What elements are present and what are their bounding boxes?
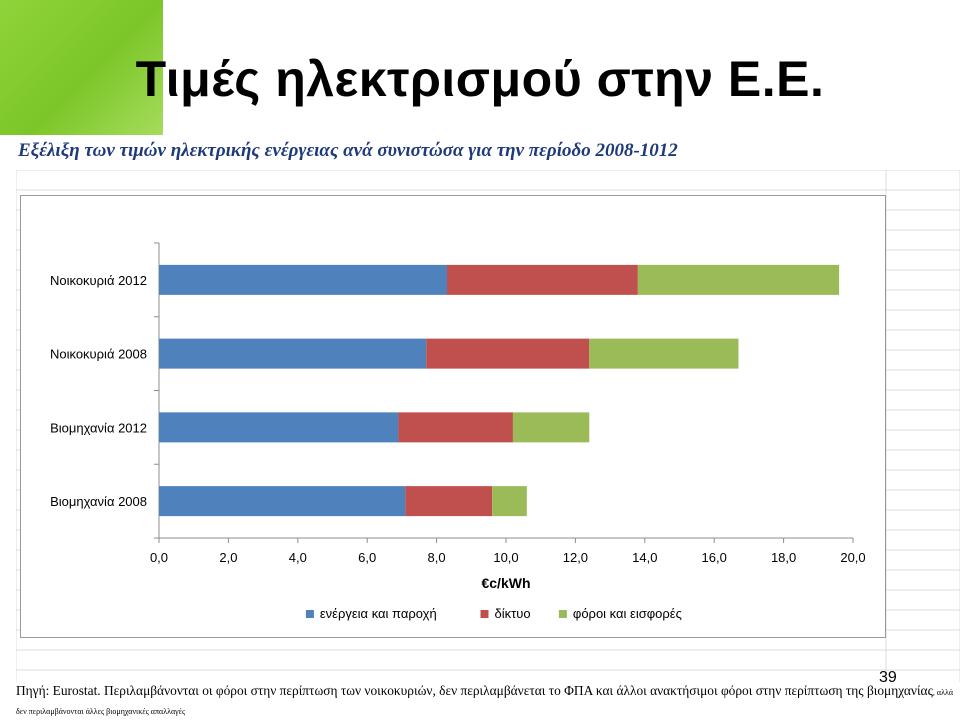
bar-segment bbox=[492, 486, 527, 517]
x-tick-label: 16,0 bbox=[702, 550, 727, 565]
category-label: Βιομηχανία 2008 bbox=[50, 494, 147, 509]
bar-segment bbox=[405, 486, 493, 517]
legend-swatch bbox=[480, 610, 489, 618]
legend-swatch bbox=[558, 610, 567, 618]
bar-segment bbox=[589, 338, 739, 369]
green-accent-block bbox=[0, 0, 163, 135]
x-tick-label: 10,0 bbox=[493, 550, 518, 565]
x-tick-label: 14,0 bbox=[632, 550, 657, 565]
bar-segment bbox=[159, 412, 399, 443]
legend-label: ενέργεια και παροχή bbox=[320, 606, 437, 621]
slide-title: Τιμές ηλεκτρισμού στην Ε.Ε. bbox=[135, 51, 825, 107]
x-tick-label: 18,0 bbox=[771, 550, 796, 565]
x-tick-label: 2,0 bbox=[219, 550, 237, 565]
category-label: Βιομηχανία 2012 bbox=[50, 420, 147, 435]
stacked-bar-chart: 0,0 2,0 4,0 6,0 8,0 10,0 12,0 14,0 16,0 18,0 20,0 €… bbox=[50, 242, 866, 621]
page-number: 39 bbox=[879, 669, 897, 686]
x-tick-label: 0,0 bbox=[150, 550, 168, 565]
source-note: Πηγή: Eurostat. Περιλαμβάνονται οι φόροι… bbox=[16, 682, 956, 720]
x-tick-label: 20,0 bbox=[840, 550, 865, 565]
legend-swatch bbox=[305, 610, 314, 618]
bar-segment bbox=[447, 264, 638, 295]
legend-label: δίκτυο bbox=[495, 606, 531, 621]
bar-segment bbox=[159, 486, 406, 517]
x-tick-label: 6,0 bbox=[358, 550, 376, 565]
source-note-main: Πηγή: Eurostat. Περιλαμβάνονται οι φόροι… bbox=[16, 683, 933, 698]
chart-title: Εξέλιξη των τιμών ηλεκτρικής ενέργειας α… bbox=[18, 140, 678, 161]
x-tick-label: 12,0 bbox=[563, 550, 588, 565]
bar-segment bbox=[637, 264, 840, 295]
x-axis-label: €c/kWh bbox=[481, 575, 530, 591]
bar-segment bbox=[159, 264, 448, 295]
x-tick-label: 4,0 bbox=[289, 550, 307, 565]
legend-label: φόροι και εισφορές bbox=[573, 606, 682, 621]
x-tick-label: 8,0 bbox=[428, 550, 446, 565]
category-label: Νοικοκυριά 2008 bbox=[50, 347, 147, 362]
source-note-small: , αλλά δεν περιλαμβάνονται άλλες βιομηχα… bbox=[16, 688, 954, 716]
bar-segment bbox=[426, 338, 590, 369]
category-label: Νοικοκυριά 2012 bbox=[50, 273, 147, 288]
bar-segment bbox=[159, 338, 427, 369]
bar-segment bbox=[512, 412, 590, 443]
bar-segment bbox=[398, 412, 513, 443]
